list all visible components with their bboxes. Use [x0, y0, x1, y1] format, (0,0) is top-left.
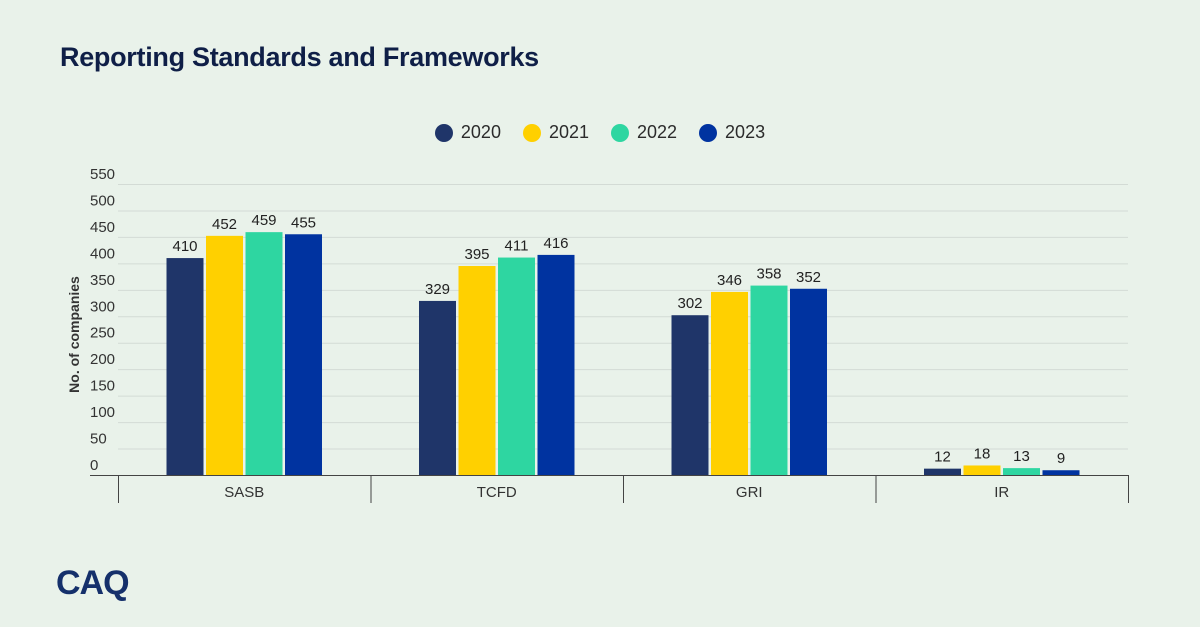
y-tick-label: 200	[90, 351, 115, 368]
data-label: 13	[1013, 448, 1030, 465]
data-label: 410	[172, 238, 197, 255]
y-tick-label: 550	[90, 166, 115, 183]
x-tick-label: SASB	[224, 484, 264, 501]
x-tick-label: GRI	[736, 484, 763, 501]
x-tick-label: IR	[994, 484, 1009, 501]
legend-swatch	[611, 123, 629, 142]
data-label: 9	[1057, 450, 1065, 467]
y-tick-label: 300	[90, 298, 115, 315]
y-tick-label: 50	[90, 431, 107, 448]
data-label: 459	[251, 212, 276, 229]
legend-label: 2023	[725, 122, 766, 142]
y-tick-label: 500	[90, 192, 115, 209]
legend-item-2020: 2020	[434, 122, 501, 143]
bar-tcfd-2020	[419, 300, 456, 475]
bar-sasb-2020	[166, 258, 204, 475]
legend-item-2023: 2023	[699, 122, 765, 143]
chart-title: Reporting Standards and Frameworks	[60, 42, 539, 72]
legend-label: 2020	[460, 122, 501, 142]
bar-sasb-2022	[245, 232, 283, 475]
data-label: 452	[212, 216, 237, 233]
x-tick-label: TCFD	[477, 484, 517, 501]
legend-item-2022: 2022	[611, 122, 677, 143]
bar-gri-2023	[790, 288, 827, 475]
legend-swatch	[434, 123, 453, 142]
bar-ir-2022	[1003, 468, 1040, 475]
y-tick-label: 450	[90, 219, 115, 236]
bar-sasb-2021	[206, 235, 243, 475]
data-label: 416	[543, 235, 568, 252]
data-label: 12	[934, 449, 951, 466]
data-label: 455	[291, 214, 316, 231]
data-label: 329	[425, 281, 450, 298]
bar-ir-2021	[963, 465, 1001, 475]
y-tick-label: 150	[90, 378, 115, 395]
data-label: 352	[796, 269, 821, 286]
bar-tcfd-2021	[458, 266, 496, 475]
y-axis-label: No. of companies	[66, 276, 82, 393]
y-tick-label: 0	[90, 457, 98, 474]
bar-gri-2020	[671, 315, 709, 475]
data-label: 411	[505, 238, 529, 255]
bar-tcfd-2023	[537, 254, 575, 475]
y-tick-label: 350	[90, 272, 115, 289]
data-label: 18	[974, 445, 991, 462]
bar-gri-2021	[711, 291, 748, 475]
bar-gri-2022	[750, 285, 788, 475]
legend-label: 2022	[637, 122, 678, 142]
legend-swatch	[522, 123, 541, 142]
data-label: 302	[677, 295, 702, 312]
data-label: 346	[717, 272, 742, 289]
bar-ir-2020	[924, 468, 961, 475]
data-label: 358	[756, 266, 781, 283]
bar-tcfd-2022	[498, 257, 535, 475]
bar-ir-2023	[1042, 470, 1080, 475]
data-label: 395	[464, 246, 489, 263]
y-tick-label: 250	[90, 325, 115, 342]
y-tick-label: 100	[90, 404, 115, 421]
legend-item-2021: 2021	[522, 122, 589, 143]
chart-legend: 2020 2021 2022 2023	[0, 122, 1200, 143]
legend-label: 2021	[548, 122, 589, 142]
caq-logo: CAQ	[56, 564, 130, 602]
y-tick-label: 400	[90, 245, 115, 262]
bar-sasb-2023	[285, 234, 322, 475]
legend-swatch	[699, 123, 718, 142]
